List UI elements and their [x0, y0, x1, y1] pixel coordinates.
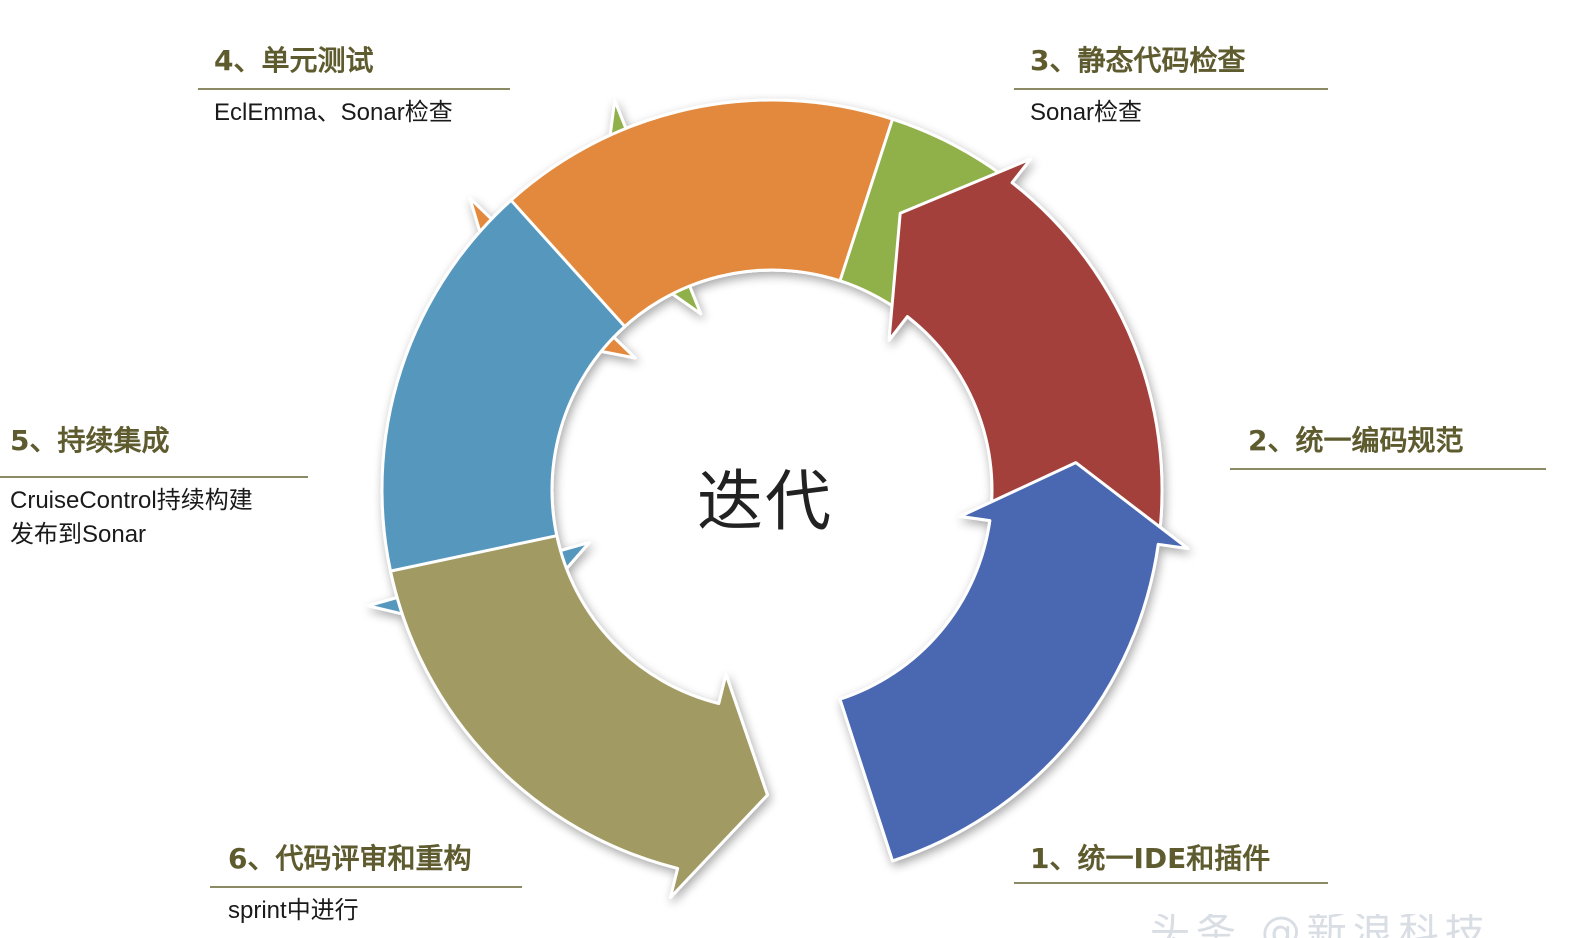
step-1-arrow: [838, 461, 1190, 863]
step-5-title: 5、持续集成: [10, 424, 170, 457]
step-2-arrow: [887, 157, 1164, 573]
step-2-rule: [1230, 468, 1546, 470]
step-4-title: 4、单元测试: [214, 44, 374, 77]
step-6-title: 6、代码评审和重构: [228, 842, 472, 875]
step-6-arrow: [389, 534, 769, 899]
watermark-text: 头条 @新浪科技: [1150, 914, 1491, 938]
step-4-desc-line-1: EclEmma、Sonar检查: [214, 99, 453, 126]
step-6-rule: [210, 886, 522, 888]
step-4-rule: [198, 88, 510, 90]
step-3-desc-line-1: Sonar检查: [1030, 99, 1143, 126]
step-1-title: 1、统一IDE和插件: [1030, 842, 1271, 875]
step-3-title: 3、静态代码检查: [1030, 44, 1246, 77]
watermark: 头条 @新浪科技: [1150, 914, 1550, 938]
step-5-rule: [0, 476, 308, 478]
step-5-desc-line-1: CruiseControl持续构建: [10, 487, 253, 514]
step-5-desc-line-2: 发布到Sonar: [10, 521, 147, 548]
step-3-rule: [1014, 88, 1328, 90]
center-label-iteration: 迭代: [697, 463, 833, 540]
step-1-rule: [1014, 882, 1328, 884]
step-6-desc-line-1: sprint中进行: [228, 897, 359, 924]
step-2-title: 2、统一编码规范: [1248, 424, 1464, 457]
